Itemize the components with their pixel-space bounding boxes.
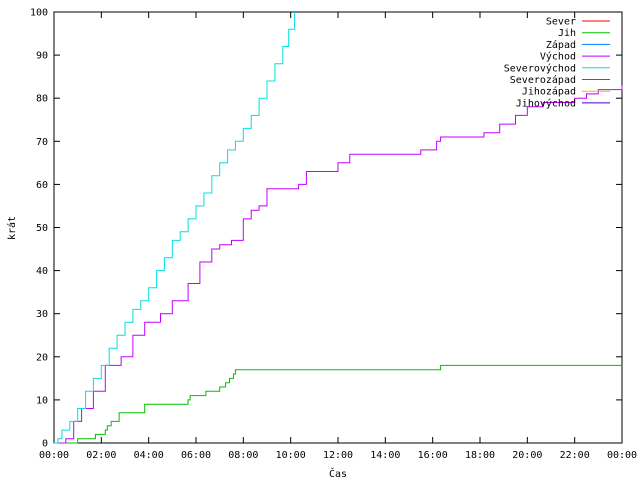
- x-tick-label: 20:00: [512, 450, 542, 461]
- x-tick-label: 10:00: [276, 450, 306, 461]
- legend-label-5: Severozápad: [510, 74, 576, 86]
- x-tick-label: 00:00: [39, 450, 69, 461]
- y-tick-label: 80: [36, 94, 48, 105]
- x-tick-label: 00:00: [607, 450, 637, 461]
- y-axis-label: krát: [6, 216, 18, 240]
- x-axis-label: Čas: [329, 467, 347, 480]
- x-tick-label: 14:00: [370, 450, 400, 461]
- y-tick-label: 70: [36, 137, 48, 148]
- axes: 0 10 20 30 40 50 60 70 80 90 100 00:00 02:00 04:00 06:…: [30, 8, 637, 462]
- y-tick-label: 100: [30, 8, 48, 19]
- y-tick-label: 30: [36, 309, 48, 320]
- x-tick-label: 22:00: [560, 450, 590, 461]
- series-line-4: [54, 12, 296, 444]
- x-tick-label: 18:00: [465, 450, 495, 461]
- legend-label-6: Jihozápad: [522, 86, 576, 98]
- legend-label-7: Jihovýchod: [516, 97, 576, 109]
- legend-label-1: Jih: [558, 28, 576, 39]
- y-tick-label: 20: [36, 352, 48, 363]
- x-tick-label: 12:00: [323, 450, 353, 461]
- y-tick-label: 40: [36, 266, 48, 277]
- x-tick-label: 08:00: [228, 450, 258, 461]
- legend-label-0: Sever: [546, 17, 576, 28]
- y-tick-label: 60: [36, 180, 48, 191]
- series-line-3: [54, 85, 623, 444]
- y-tick-label: 0: [42, 439, 48, 450]
- x-tick-label: 02:00: [86, 450, 116, 461]
- legend-label-3: Východ: [540, 51, 576, 63]
- legend: SeverJihZápadVýchodSeverovýchodSeverozáp…: [504, 17, 610, 109]
- series-lines: [54, 12, 623, 444]
- y-tick-label: 10: [36, 395, 48, 406]
- y-tick-label: 50: [36, 223, 48, 234]
- y-tick-label: 90: [36, 51, 48, 62]
- legend-label-4: Severovýchod: [504, 62, 576, 74]
- x-tick-label: 06:00: [181, 450, 211, 461]
- x-tick-label: 16:00: [418, 450, 448, 461]
- legend-label-2: Západ: [546, 39, 576, 51]
- x-tick-label: 04:00: [134, 450, 164, 461]
- series-line-1: [54, 364, 622, 444]
